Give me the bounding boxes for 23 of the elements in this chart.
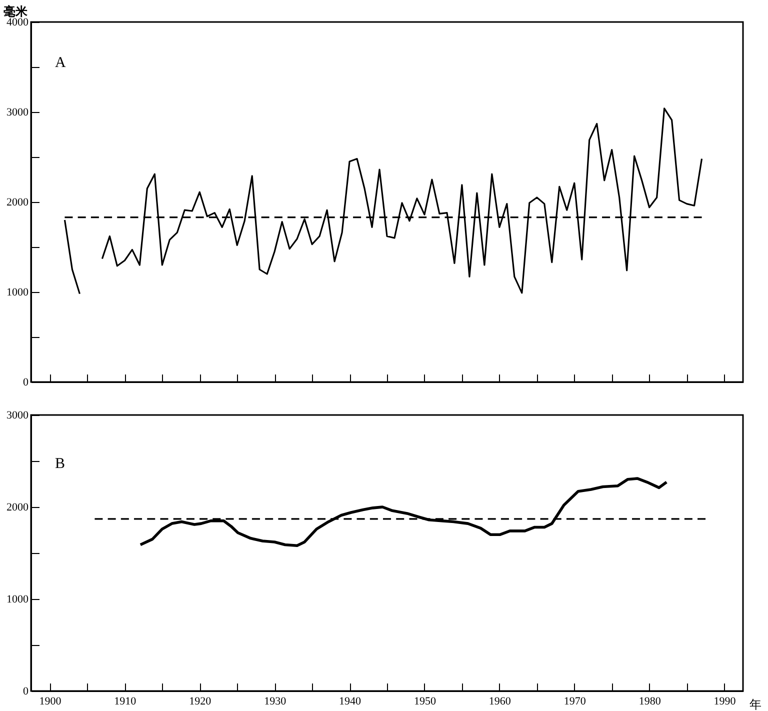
x-axis-title: 年 [750, 698, 762, 711]
y-tick-label: 2000 [6, 502, 29, 514]
x-tick-label: 1910 [114, 696, 137, 708]
y-tick-label: 0 [23, 686, 29, 698]
y-tick-label: 1000 [6, 286, 29, 298]
y-tick-label: 1000 [6, 594, 29, 606]
x-tick-label: 1960 [488, 696, 512, 708]
x-tick-label: 1970 [564, 696, 586, 708]
x-tick-label: 1940 [339, 696, 362, 708]
y-tick-label: 3000 [6, 106, 29, 118]
y-tick-label: 4000 [6, 16, 29, 28]
y-tick-label: 2000 [6, 196, 29, 208]
x-tick-label: 1930 [264, 696, 287, 708]
x-tick-label: 1920 [189, 696, 212, 708]
y-tick-label: 3000 [6, 410, 29, 422]
annotation: A [55, 55, 66, 71]
x-tick-label: 1900 [39, 696, 62, 708]
y-tick-label: 0 [23, 376, 29, 388]
y-axis-title: 毫米 [4, 4, 28, 18]
x-tick-label: 1990 [714, 696, 736, 708]
annotation: B [55, 456, 66, 472]
x-tick-label: 1950 [414, 696, 436, 708]
x-tick-label: 1980 [638, 696, 662, 708]
